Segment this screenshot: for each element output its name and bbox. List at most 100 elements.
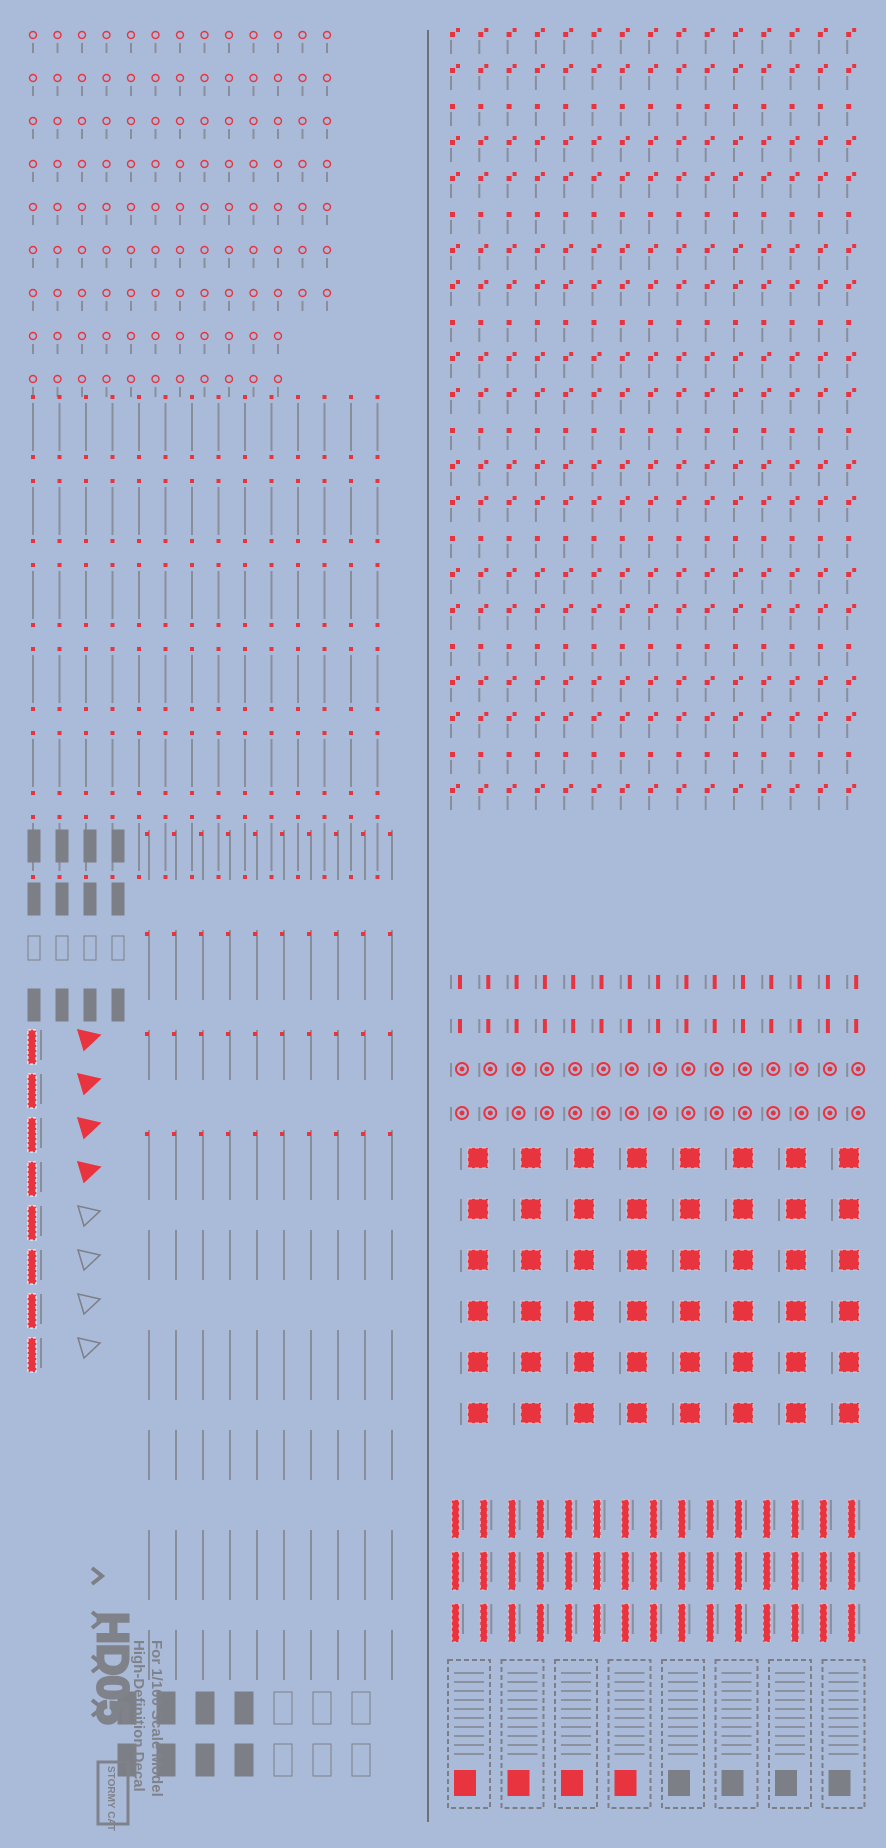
fine-print (203, 86, 206, 96)
fine-print (591, 40, 594, 54)
fine-print (256, 930, 258, 1000)
red-dot (375, 707, 380, 711)
fine-print (704, 112, 707, 126)
fine-print (648, 112, 651, 126)
fine-print (704, 796, 707, 810)
fine-print (591, 652, 594, 666)
red-square (512, 460, 517, 464)
red-square (597, 352, 602, 356)
red-square (506, 356, 512, 361)
panel-block (668, 1770, 690, 1796)
red-square (846, 752, 852, 757)
red-square (789, 212, 795, 217)
fine-print (789, 40, 792, 54)
fine-print (40, 1074, 42, 1104)
fine-print (217, 655, 220, 703)
red-square (654, 568, 659, 572)
red-square (733, 608, 738, 613)
fine-print (648, 760, 651, 774)
red-square (676, 32, 682, 37)
fine-print (256, 830, 258, 880)
chevron (90, 1654, 106, 1674)
striped-bar (819, 1499, 828, 1539)
fine-print (40, 1162, 42, 1192)
red-square (648, 644, 654, 649)
fine-print (229, 1330, 231, 1400)
fine-print (534, 652, 537, 666)
red-dot (269, 791, 274, 795)
fine-print (789, 544, 792, 558)
target-dot (827, 1066, 833, 1072)
red-square (478, 248, 484, 253)
red-square (648, 680, 654, 685)
striped-square (573, 1402, 595, 1424)
panel (447, 1659, 491, 1809)
red-square (733, 716, 738, 721)
red-dot (190, 623, 194, 627)
cross-decal (298, 202, 307, 212)
fine-print (364, 1030, 366, 1080)
fine-print (301, 215, 304, 225)
red-dot (349, 479, 353, 483)
red-square (704, 176, 710, 181)
red-square (512, 676, 517, 680)
target (653, 1062, 668, 1076)
red-dot (57, 539, 62, 543)
target (596, 1062, 611, 1076)
fine-print (648, 472, 651, 486)
red-square (761, 104, 767, 109)
fine-print (733, 40, 735, 54)
cross-decal (126, 30, 136, 40)
striped-bar (593, 1499, 601, 1539)
fine-print (831, 1148, 833, 1170)
cross-decal (28, 202, 38, 212)
panel-block (828, 1770, 851, 1796)
red-dot (31, 623, 35, 627)
red-dot (57, 479, 62, 483)
cross-decal (273, 331, 283, 341)
red-square (450, 500, 455, 505)
fine-print (563, 184, 566, 198)
fine-print (563, 616, 566, 630)
fine-print (668, 1717, 698, 1719)
red-square (767, 784, 772, 788)
red-dot (322, 479, 327, 483)
fine-print (478, 472, 481, 486)
target-dot (770, 1110, 776, 1116)
fine-print (175, 830, 177, 880)
red-square (682, 568, 687, 572)
fine-print (704, 364, 707, 378)
red-square (619, 608, 625, 613)
fine-print (56, 387, 59, 397)
striped-square (785, 1351, 807, 1373)
fine-print (105, 43, 108, 53)
cross-decal (102, 288, 111, 298)
red-square (563, 788, 569, 793)
striped-square (785, 1300, 807, 1322)
fine-print (725, 1352, 727, 1374)
fine-print (575, 1604, 578, 1634)
fine-print (817, 400, 820, 414)
red-square (704, 752, 710, 757)
target (624, 1062, 639, 1076)
red-square (534, 428, 540, 433)
fine-print (648, 1019, 651, 1033)
fine-print (513, 1301, 515, 1323)
red-dot (31, 731, 35, 735)
red-square (534, 68, 540, 73)
cross-decal (273, 30, 283, 40)
fine-print (252, 387, 255, 397)
red-dot (110, 455, 115, 459)
striped-bar (27, 1337, 37, 1373)
fine-print (648, 688, 651, 702)
fine-print (676, 975, 679, 989)
fine-print (283, 1230, 285, 1280)
fine-print (364, 1130, 366, 1200)
fine-print (619, 1107, 622, 1121)
red-bar (854, 975, 859, 989)
fine-print (310, 930, 312, 1000)
fine-print (672, 1301, 674, 1323)
fine-print (175, 1530, 177, 1600)
fine-print (733, 112, 735, 126)
red-square (591, 392, 597, 397)
